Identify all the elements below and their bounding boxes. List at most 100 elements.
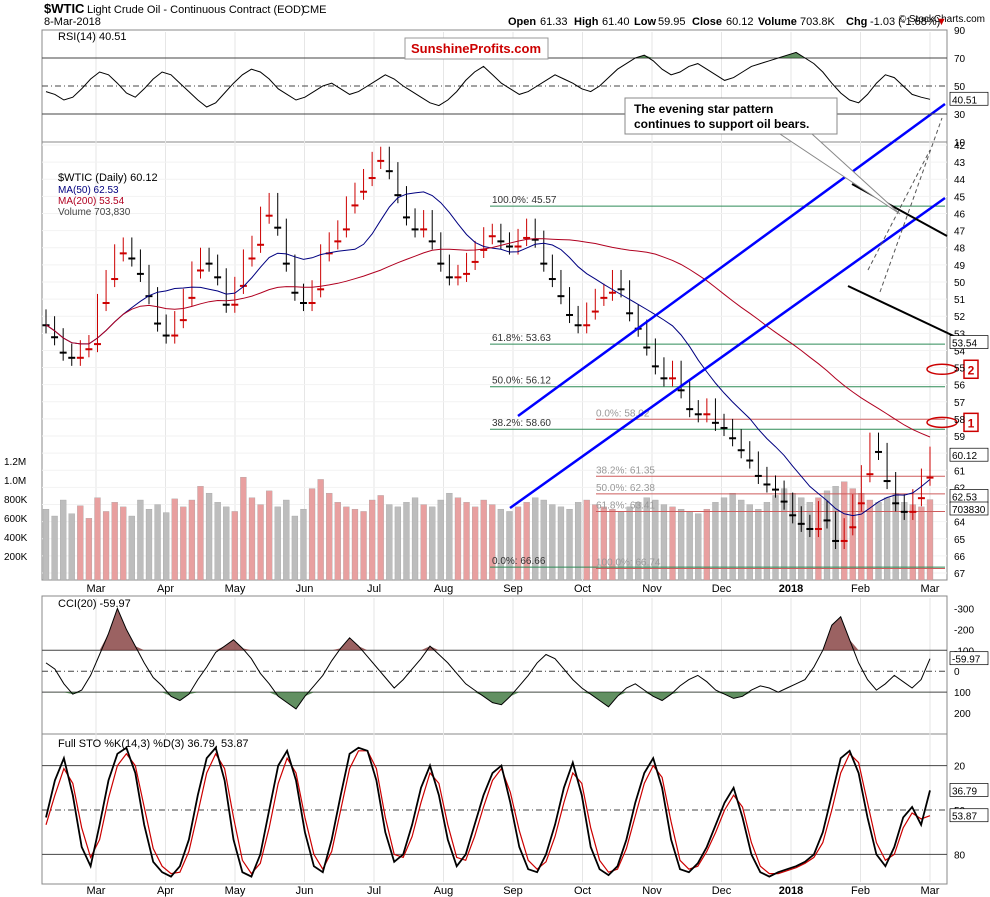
value-box: [949, 447, 989, 462]
candle-body: [548, 278, 556, 281]
candle-body: [488, 235, 496, 238]
candle-body: [59, 351, 67, 354]
volume-bar: [574, 502, 582, 581]
value-label: 60.12: [952, 451, 977, 462]
volume-y-tick: 800K: [4, 495, 28, 506]
target-ellipse: [926, 416, 958, 429]
rsi-y-tick: 50: [954, 82, 966, 93]
volume-bar: [429, 506, 436, 581]
candle-body: [368, 177, 376, 180]
volume-bar: [506, 511, 513, 581]
candle-body: [248, 257, 256, 260]
cci-panel: [41, 595, 948, 735]
candle-body: [162, 334, 170, 337]
candle-body: [617, 288, 625, 291]
candle-body: [677, 389, 685, 392]
retrace-label: 0.0%: 58.02: [596, 408, 650, 419]
price-y-tick: 47: [954, 227, 966, 238]
cci-line: [45, 607, 931, 710]
volume-bar: [403, 502, 410, 581]
volume-bar: [729, 492, 736, 581]
x-tick-label: Aug: [434, 583, 454, 595]
volume-bar: [806, 502, 813, 581]
volume-bar: [377, 495, 384, 581]
candle-body: [222, 303, 230, 306]
volume-bar: [214, 502, 221, 581]
candle-body: [531, 238, 539, 241]
candle-body: [102, 302, 110, 305]
x-tick-label: Feb: [851, 885, 870, 897]
volume-bar: [720, 497, 728, 581]
volume-bar: [437, 499, 444, 581]
candle-body: [274, 226, 282, 229]
candle-body: [823, 519, 831, 522]
value-label: 36.79: [952, 786, 977, 797]
candle-body: [806, 527, 814, 530]
volume-bar: [609, 508, 616, 581]
value-label: 40.51: [952, 95, 977, 106]
price-y-tick: 46: [954, 209, 966, 220]
volume-bar: [411, 497, 419, 581]
rsi-y-tick: 10: [954, 138, 966, 149]
volume-bar: [266, 490, 273, 581]
candle-body: [360, 190, 368, 193]
candle-body: [300, 302, 307, 305]
dashed-channel: [867, 149, 931, 271]
candle-body: [385, 170, 393, 173]
candle-body: [188, 296, 196, 299]
annotation-callout: The evening star pattern continues to su…: [624, 97, 901, 215]
volume-bar: [798, 497, 805, 581]
x-tick-label: Jul: [367, 885, 381, 897]
value-label: 53.54: [952, 339, 977, 350]
candle-body: [445, 276, 453, 279]
value-box: [949, 501, 989, 516]
svg-text:High: High: [574, 16, 599, 28]
volume-bar: [180, 506, 187, 581]
price-y-tick: 42: [954, 141, 966, 152]
candle-body: [900, 510, 908, 513]
volume-bar: [660, 504, 668, 581]
volume-bar: [51, 515, 58, 581]
candle-body: [857, 502, 865, 505]
volume-bar: [463, 502, 470, 581]
x-tick-label: Jul: [367, 583, 381, 595]
retrace-label: 50.0%: 62.38: [596, 483, 655, 494]
candle-body: [849, 526, 857, 529]
candle-body: [377, 159, 385, 162]
svg-text:Chg: Chg: [846, 16, 867, 28]
candle-body: [763, 483, 771, 486]
volume-bar: [77, 505, 84, 581]
x-tick-label: Aug: [434, 885, 454, 897]
candle-body: [754, 474, 762, 477]
volume-bar: [557, 506, 565, 581]
volume-bar: [566, 508, 573, 581]
price-y-tick: 49: [954, 261, 966, 272]
candle-body: [814, 527, 822, 530]
price-y-tick: 56: [954, 381, 966, 392]
candle-body: [119, 252, 127, 255]
candle-body: [128, 257, 136, 260]
x-tick-label: Oct: [574, 583, 591, 595]
volume-bar: [291, 515, 299, 581]
volume-bar: [763, 502, 771, 581]
svg-text:▼: ▼: [936, 16, 947, 28]
candle-body: [68, 356, 76, 359]
x-tick-label: Mar: [87, 885, 106, 897]
x-tick-label: Dec: [712, 885, 732, 897]
volume-bar: [635, 502, 642, 581]
target-marker-box: [963, 412, 979, 433]
volume-bar: [102, 511, 110, 581]
candle-body: [282, 262, 290, 265]
candle-body: [694, 413, 702, 416]
price-y-tick: 53: [954, 329, 966, 340]
candle-body: [463, 272, 471, 275]
candle-body: [866, 473, 874, 476]
sto-y-tick: 20: [954, 762, 966, 773]
svg-text:Close: Close: [692, 16, 722, 28]
candle-body: [505, 245, 513, 248]
volume-y-tick: 200K: [4, 552, 28, 563]
volume-bar: [145, 508, 153, 581]
cci-high-fill: [46, 692, 930, 709]
volume-bar: [60, 499, 67, 581]
svg-text:-1.03 (-1.68%): -1.03 (-1.68%): [870, 16, 940, 28]
